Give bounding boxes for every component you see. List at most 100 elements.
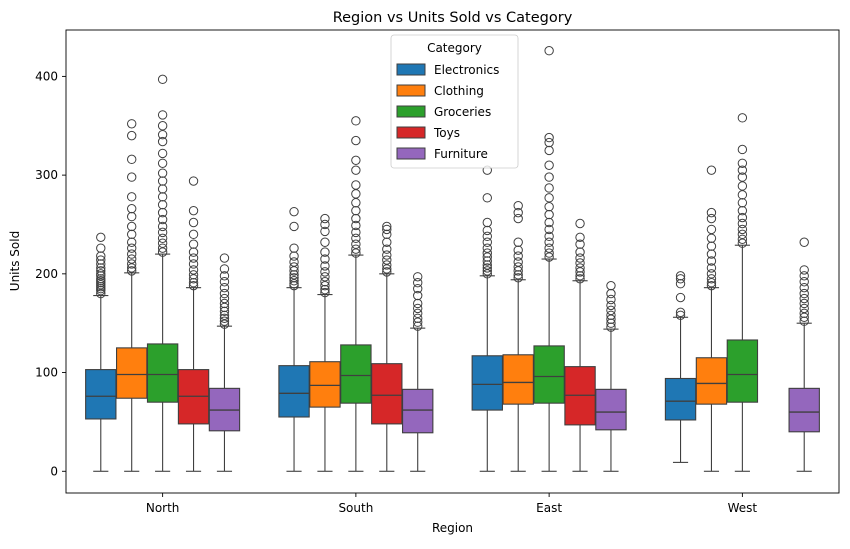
outlier-point — [675, 307, 686, 318]
outlier-point — [219, 282, 230, 293]
outlier-point — [127, 249, 137, 259]
outlier-point — [289, 206, 299, 217]
outlier-point — [351, 220, 361, 231]
outlier-point — [188, 217, 199, 228]
outlier-point — [706, 274, 717, 284]
outlier-point — [351, 233, 361, 244]
outlier-point — [157, 238, 168, 248]
outlier-point — [188, 247, 199, 257]
legend-entry-label: Electronics — [434, 63, 499, 77]
outlier-point — [320, 272, 330, 282]
outlier-point — [513, 273, 523, 283]
outlier-point — [96, 251, 106, 261]
outlier-point — [127, 172, 137, 182]
outlier-point — [157, 227, 168, 238]
outlier-point — [157, 200, 168, 210]
plot-frame — [65, 29, 840, 494]
outlier-point — [606, 322, 616, 332]
outlier-point — [188, 176, 199, 186]
plot-layer — [85, 46, 820, 472]
outlier-point — [157, 207, 168, 218]
legend-entry-label: Furniture — [434, 147, 488, 161]
outlier-point — [706, 213, 717, 224]
x-tick-label: South — [338, 501, 373, 515]
box-group — [208, 253, 241, 472]
outlier-point — [219, 310, 230, 321]
outlier-point — [606, 280, 616, 291]
x-tick-label: West — [728, 501, 758, 515]
outlier-point — [127, 119, 137, 129]
legend-entry-label: Toys — [433, 126, 460, 140]
x-tick-label: East — [536, 501, 562, 515]
box-iqr — [371, 363, 403, 425]
outlier-point — [320, 219, 330, 230]
outlier-point — [413, 321, 423, 331]
outlier-point — [127, 266, 137, 276]
outlier-point — [157, 243, 168, 253]
outlier-point — [351, 244, 361, 254]
outlier-point — [513, 207, 523, 218]
outlier-point — [575, 253, 585, 263]
outlier-point — [188, 280, 199, 291]
outlier-point — [382, 267, 392, 277]
outlier-point — [513, 270, 523, 280]
outlier-point — [382, 229, 392, 240]
y-tick-label: 400 — [35, 69, 58, 83]
outlier-point — [320, 237, 330, 247]
outlier-point — [382, 244, 392, 254]
outlier-point — [606, 305, 616, 316]
x-tick-label: North — [146, 501, 180, 515]
outlier-point — [188, 265, 199, 275]
legend-entry-label: Clothing — [434, 84, 484, 98]
outlier-point — [575, 274, 585, 284]
outlier-point — [96, 259, 106, 269]
box-iqr — [788, 387, 820, 433]
box-group — [471, 165, 503, 472]
box-group — [340, 116, 372, 472]
outlier-point — [513, 257, 523, 267]
outlier-point — [606, 294, 616, 305]
outlier-point — [737, 212, 748, 223]
outlier-point — [575, 232, 585, 243]
outlier-point — [737, 198, 748, 208]
outlier-point — [799, 298, 809, 309]
box-iqr — [402, 388, 434, 434]
box-group — [177, 176, 210, 472]
outlier-point — [351, 180, 361, 190]
outlier-point — [289, 251, 299, 261]
outlier-point — [675, 274, 686, 284]
box-iqr — [471, 355, 503, 411]
box-iqr — [116, 347, 148, 399]
box-group — [146, 74, 179, 472]
outlier-point — [799, 293, 809, 304]
y-tick-label: 0 — [50, 464, 58, 478]
outlier-point — [157, 192, 168, 202]
legend-swatch — [396, 84, 426, 97]
outlier-point — [320, 261, 330, 271]
outlier-point — [675, 271, 686, 281]
outlier-point — [157, 214, 168, 225]
box-group — [116, 119, 148, 472]
outlier-point — [799, 303, 809, 314]
outlier-point — [157, 74, 168, 85]
y-tick-label: 100 — [35, 366, 58, 380]
outlier-point — [737, 224, 748, 235]
outlier-point — [606, 288, 616, 299]
outlier-point — [606, 310, 616, 321]
outlier-point — [320, 213, 330, 224]
outlier-point — [96, 274, 106, 284]
outlier-point — [219, 293, 230, 304]
box-iqr — [664, 377, 697, 421]
outlier-point — [575, 218, 585, 229]
legend-swatch — [396, 63, 426, 76]
outlier-point — [219, 313, 230, 323]
outlier-point — [513, 213, 523, 224]
outlier-point — [413, 308, 423, 319]
outlier-point — [351, 213, 361, 224]
box-group — [502, 201, 534, 472]
outlier-point — [413, 272, 423, 282]
outlier-point — [544, 231, 554, 242]
outlier-point — [799, 265, 809, 275]
outlier-point — [706, 256, 717, 266]
